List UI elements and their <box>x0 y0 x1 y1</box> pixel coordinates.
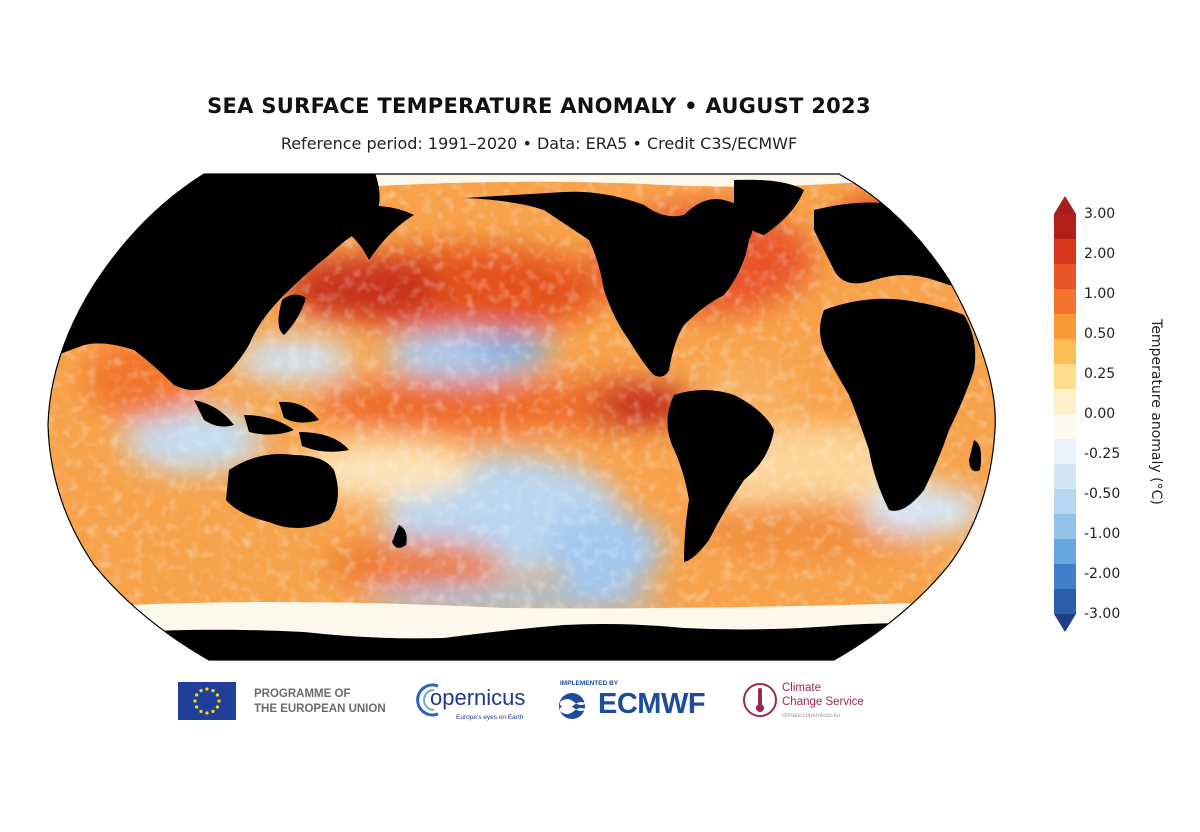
world-sst-anomaly-map <box>47 173 996 661</box>
eu-star-icon <box>215 705 219 709</box>
colorbar-tick-label: 0.50 <box>1084 326 1116 342</box>
colorbar-segment <box>1054 239 1076 265</box>
colorbar-segment <box>1054 364 1076 390</box>
land-greenland <box>734 179 804 235</box>
colorbar-segment <box>1054 414 1076 440</box>
eu-star-icon <box>211 709 215 713</box>
colorbar-tick-label: -0.50 <box>1084 486 1121 502</box>
colorbar <box>1054 196 1076 632</box>
eu-text-line2: THE EUROPEAN UNION <box>254 703 386 715</box>
eu-star-icon <box>193 699 197 703</box>
land-australia <box>226 454 338 529</box>
colorbar-tick-label: -1.00 <box>1084 526 1121 542</box>
colorbar-segment <box>1054 389 1076 415</box>
colorbar-segment <box>1054 589 1076 615</box>
eu-programme-text: PROGRAMME OF THE EUROPEAN UNION <box>254 687 386 717</box>
copernicus-c-icon <box>416 683 439 717</box>
eu-star-icon <box>199 709 203 713</box>
eu-star-icon <box>199 689 203 693</box>
logo-strip: PROGRAMME OF THE EUROPEAN UNION opernicu… <box>0 672 1200 732</box>
colorbar-extend-max <box>1054 196 1076 214</box>
eu-star-icon <box>215 693 219 697</box>
c3s-text-line1: Climate <box>782 682 821 694</box>
land-north-america <box>464 191 754 377</box>
eu-star-icon <box>195 705 199 709</box>
ecmwf-implemented-by: IMPLEMENTED BY <box>560 680 619 687</box>
colorbar-segment <box>1054 514 1076 540</box>
land-kamchatka <box>344 206 414 260</box>
c3s-thermometer-icon <box>743 683 777 717</box>
land-japan <box>278 294 306 335</box>
c3s-logo: Climate Change Service climate.copernicu… <box>742 678 892 728</box>
map-title: SEA SURFACE TEMPERATURE ANOMALY • AUGUST… <box>207 94 871 118</box>
copernicus-tagline: Europe's eyes on Earth <box>456 714 524 721</box>
ecmwf-logo: IMPLEMENTED BY ECMWF <box>556 678 726 726</box>
colorbar-segment <box>1054 314 1076 340</box>
colorbar-segment <box>1054 539 1076 565</box>
colorbar-tick-label: -2.00 <box>1084 566 1121 582</box>
eu-star-icon <box>205 711 209 715</box>
eu-star-icon <box>211 689 215 693</box>
ecmwf-wave-icon <box>559 693 596 719</box>
colorbar-tick-label: 2.00 <box>1084 246 1116 262</box>
eu-star-icon <box>205 687 209 691</box>
land-africa <box>820 298 976 511</box>
eu-text-line1: PROGRAMME OF <box>254 688 351 700</box>
colorbar-tick-label: -0.25 <box>1084 446 1121 462</box>
colorbar-tick-label: -3.00 <box>1084 606 1121 622</box>
colorbar-segment <box>1054 264 1076 290</box>
colorbar-tick-label: 3.00 <box>1084 206 1116 222</box>
land-new-zealand <box>392 525 407 548</box>
land-southeast-asia <box>194 400 349 452</box>
c3s-url: climate.copernicus.eu <box>782 713 841 719</box>
eu-star-icon <box>195 693 199 697</box>
eu-stars-icon <box>193 687 221 715</box>
colorbar-segment <box>1054 564 1076 590</box>
copernicus-logo: opernicus Europe's eyes on Earth <box>412 676 530 726</box>
land-madagascar <box>969 440 982 472</box>
map-subtitle: Reference period: 1991–2020 • Data: ERA5… <box>280 134 798 153</box>
eu-flag-logo <box>178 682 236 720</box>
colorbar-tick-label: 0.00 <box>1084 406 1116 422</box>
colorbar-segment <box>1054 464 1076 490</box>
c3s-text-line2: Change Service <box>782 696 864 708</box>
ecmwf-wordmark: ECMWF <box>598 688 706 720</box>
land-antarctica <box>48 623 996 660</box>
globe-outline <box>47 173 996 661</box>
colorbar-extend-min <box>1054 614 1076 632</box>
colorbar-segment <box>1054 439 1076 465</box>
colorbar-label: Temperature anomaly (°C) <box>1148 319 1164 505</box>
eu-star-icon <box>217 699 221 703</box>
colorbar-segment <box>1054 214 1076 240</box>
colorbar-segment <box>1054 289 1076 315</box>
land-south-america <box>667 390 774 562</box>
colorbar-segments <box>1054 196 1076 632</box>
copernicus-wordmark: opernicus <box>430 685 526 710</box>
colorbar-tick-label: 1.00 <box>1084 286 1116 302</box>
colorbar-tick-label: 0.25 <box>1084 366 1116 382</box>
colorbar-segment <box>1054 339 1076 365</box>
colorbar-segment <box>1054 489 1076 515</box>
